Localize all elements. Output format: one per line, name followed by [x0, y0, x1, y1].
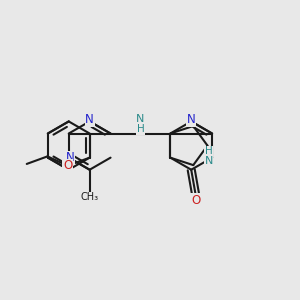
- Text: N: N: [66, 151, 75, 164]
- Text: H: H: [205, 146, 212, 156]
- Text: N: N: [136, 114, 145, 124]
- Text: N: N: [187, 113, 196, 127]
- Text: CH₃: CH₃: [81, 192, 99, 202]
- Text: O: O: [191, 194, 200, 207]
- Text: O: O: [63, 159, 72, 172]
- Text: H: H: [136, 124, 144, 134]
- Text: N: N: [204, 156, 213, 166]
- Text: N: N: [85, 113, 94, 127]
